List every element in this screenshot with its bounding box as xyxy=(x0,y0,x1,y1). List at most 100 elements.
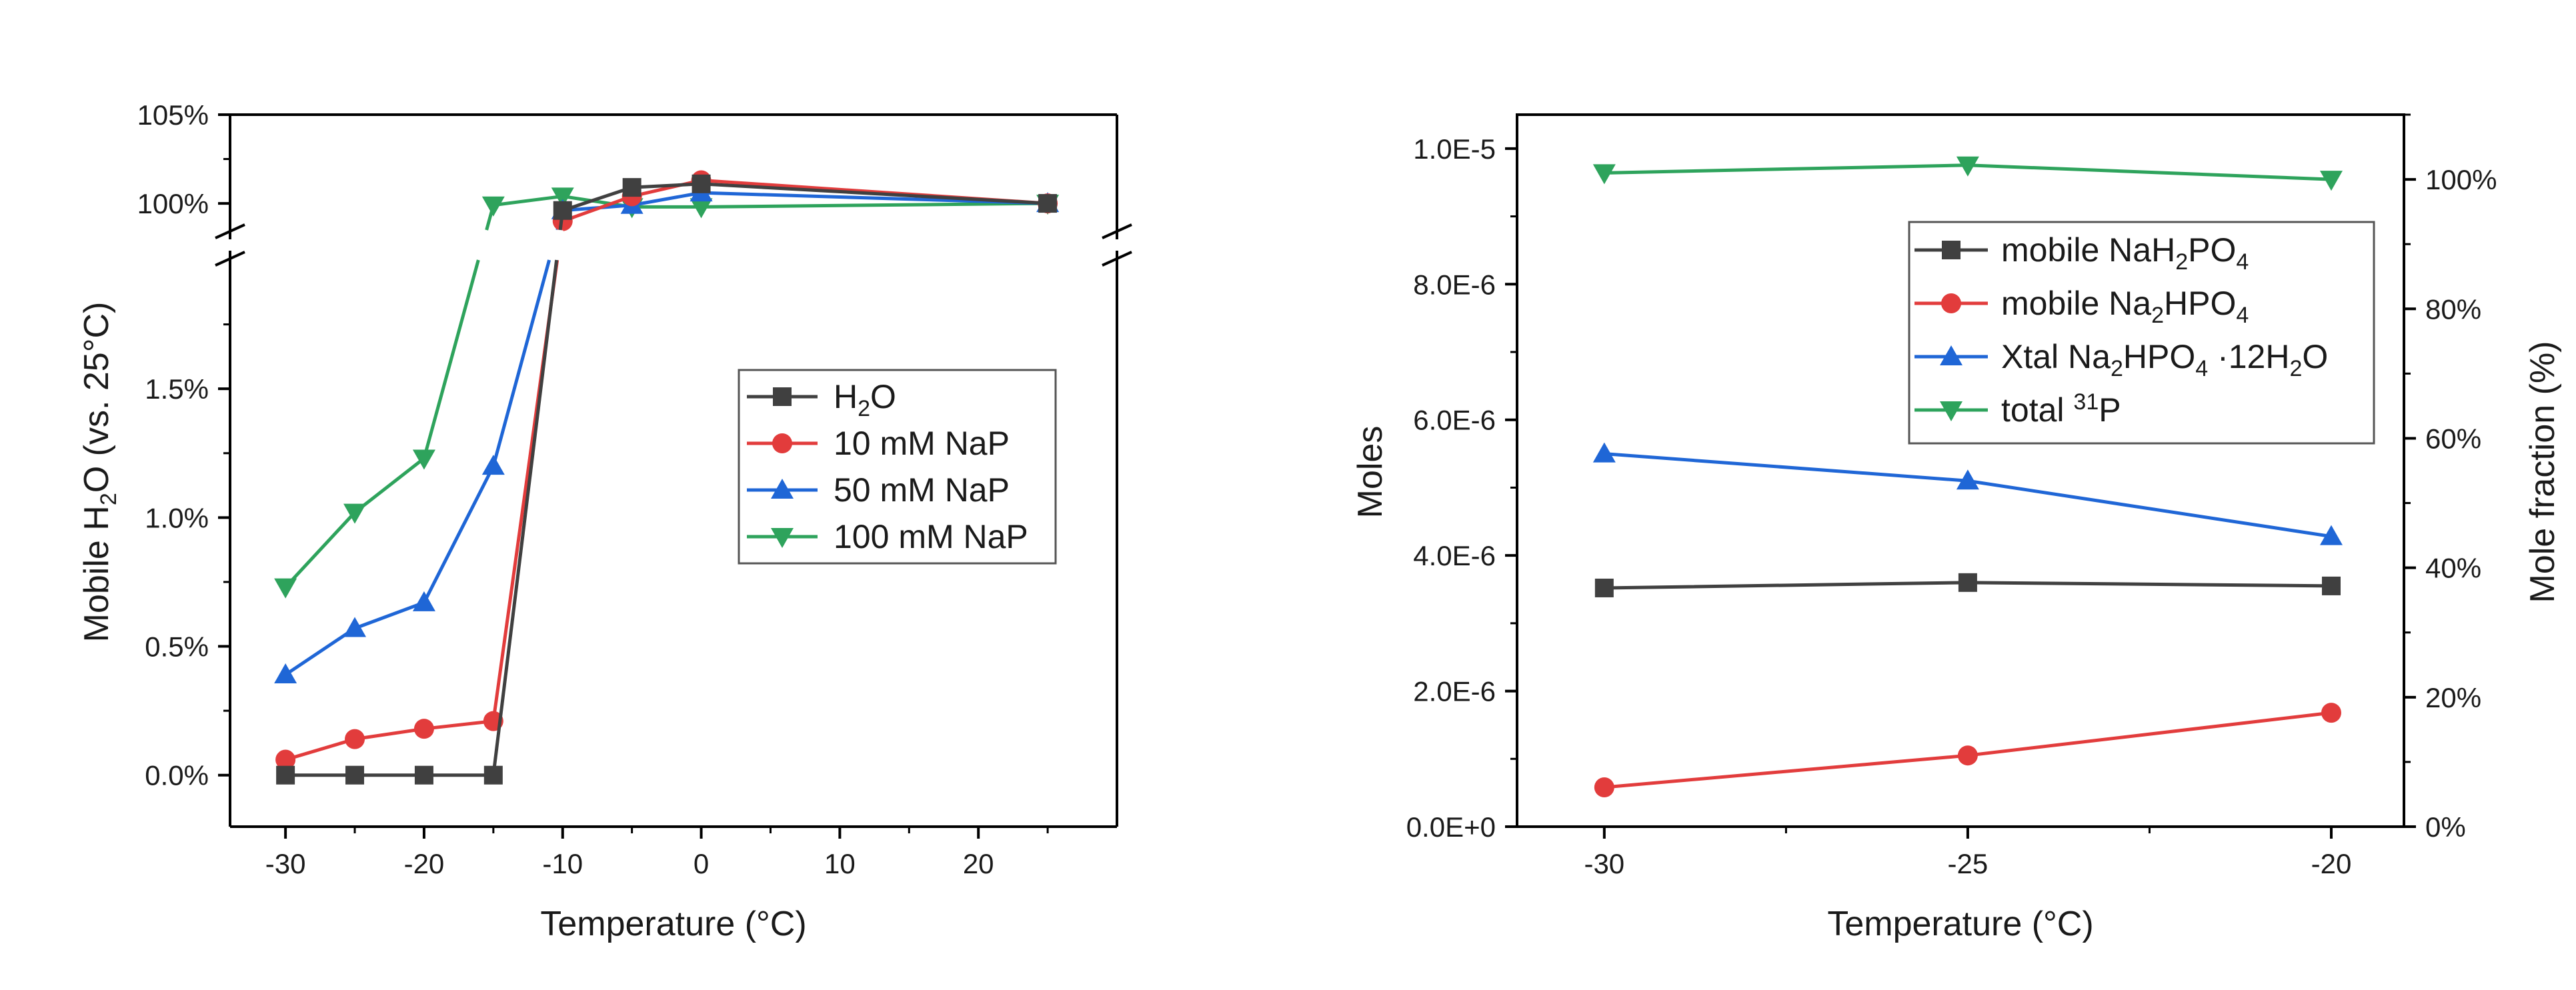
legend-label-part: mobile NaH xyxy=(2001,231,2175,269)
y-axis-label: Moles xyxy=(1351,426,1390,519)
y2-tick-label: 80% xyxy=(2425,293,2481,325)
series-line-segment xyxy=(354,727,425,741)
series-line-segment xyxy=(354,601,425,630)
legend-marker xyxy=(1940,345,1963,365)
series-xtal-na2hpo4-12h2o xyxy=(1592,442,2343,545)
axis-break-mark xyxy=(215,223,245,239)
y-tick-label: 1.0E-5 xyxy=(1413,133,1496,165)
legend-label-part: O xyxy=(870,378,896,415)
y-tick-label: 105% xyxy=(137,99,209,131)
legend-label: Xtal Na2HPO4 ·12H2O xyxy=(2001,338,2328,381)
legend-label: 10 mM NaP xyxy=(834,425,1010,462)
x-tick-label: -30 xyxy=(1584,848,1624,879)
legend-label-part: 100 mM NaP xyxy=(834,518,1028,555)
legend-label-part: 2 xyxy=(2111,356,2123,381)
axis-break-gap xyxy=(546,229,561,261)
series-mobile-na2hpo4 xyxy=(1594,703,2341,798)
legend-label-part: 10 mM NaP xyxy=(834,425,1010,462)
legend-marker xyxy=(1941,293,1961,313)
legend-label-part: O xyxy=(2302,338,2328,375)
legend-label-part: ·12H xyxy=(2208,338,2289,375)
series-line-segment xyxy=(423,719,494,731)
legend-marker xyxy=(772,433,792,453)
x-tick-label: -20 xyxy=(404,848,445,879)
data-point-total-31p xyxy=(2319,171,2343,191)
y-axis-label-group: Mobile H2O (vs. 25°C) xyxy=(77,302,121,643)
series-line-segment xyxy=(285,737,355,761)
y-tick-label: 0.5% xyxy=(145,631,209,663)
data-point-h2o xyxy=(692,174,711,193)
data-point-100-mm-nap xyxy=(481,196,505,217)
legend-label: mobile Na2HPO4 xyxy=(2001,285,2249,328)
x-axis-label: Temperature (°C) xyxy=(1827,905,2093,943)
legend-label-part: 31 xyxy=(2073,389,2099,415)
series-total-31p xyxy=(1592,156,2343,191)
y2-axis-label: Mole fraction (%) xyxy=(2523,341,2562,603)
data-point-50-mm-nap xyxy=(274,663,297,684)
legend-label-part: 2 xyxy=(2175,249,2188,275)
data-point-50-mm-nap xyxy=(481,455,505,475)
data-point-mobile-nah2po4 xyxy=(1594,578,1614,597)
data-point-10-mm-nap xyxy=(413,719,434,739)
series-line-segment xyxy=(701,182,1048,205)
series-mobile-nah2po4 xyxy=(1594,573,2341,597)
data-point-100-mm-nap xyxy=(551,187,574,208)
data-point-10-mm-nap xyxy=(345,729,365,749)
legend-label-part: mobile Na xyxy=(2001,285,2151,322)
right-chart-panel: -30 -25 -20 0.0E+0 2.0E-6 4.0E-6 6.0E-6 8.0E-6 1… xyxy=(1351,113,2562,943)
x-axis-label: Temperature (°C) xyxy=(540,905,806,943)
data-point-total-31p xyxy=(1956,156,1979,177)
y-tick-label: 0.0% xyxy=(145,760,209,791)
series-line-segment xyxy=(631,191,702,207)
data-point-h2o xyxy=(553,201,572,220)
series-line-segment xyxy=(561,195,633,223)
legend-label-part: 4 xyxy=(2195,356,2208,381)
series-line-segment xyxy=(631,182,702,189)
y-tick-label: 8.0E-6 xyxy=(1413,269,1496,300)
x-tick-label: 20 xyxy=(963,848,994,879)
series-h2o xyxy=(276,174,1058,785)
y2-tick-label: 60% xyxy=(2425,423,2481,454)
legend-label-part: P xyxy=(2099,391,2121,429)
legend-marker xyxy=(1940,401,1963,421)
legend-label-part: 4 xyxy=(2236,303,2249,328)
legend-marker xyxy=(771,528,794,548)
left-chart-panel: -30 -20 -10 0 10 20 0.0% 0.5% 1.0% 1.5% 100% 105% Te… xyxy=(77,99,1132,943)
legend-label-part: Xtal Na xyxy=(2001,338,2111,375)
y-tick-label: 0.0E+0 xyxy=(1406,811,1496,843)
x-tick-label: 0 xyxy=(694,848,709,879)
series-line-segment xyxy=(353,457,425,514)
data-point-10-mm-nap xyxy=(275,749,296,770)
series-line-segment xyxy=(701,201,1048,209)
axis-break-gap xyxy=(553,229,563,261)
legend-marker xyxy=(773,387,792,406)
data-point-50-mm-nap xyxy=(412,591,435,611)
y-tick-label: 1.0% xyxy=(145,502,209,533)
y2-tick-label: 0% xyxy=(2425,811,2466,843)
series-line-segment xyxy=(422,465,495,603)
axis-break-mark xyxy=(1102,223,1132,239)
data-point-100-mm-nap xyxy=(412,449,435,470)
data-point-h2o xyxy=(414,765,433,785)
legend-label: H2O xyxy=(834,378,896,421)
legend-label-part: total xyxy=(2001,391,2073,429)
x-tick-label: 10 xyxy=(824,848,856,879)
data-point-100-mm-nap xyxy=(343,503,367,524)
data-point-h2o xyxy=(483,765,503,785)
y-axis-label-part: O (vs. 25°C) xyxy=(77,302,116,493)
y-tick-label: 2.0E-6 xyxy=(1413,676,1496,707)
legend-label-part: HPO xyxy=(2164,285,2236,322)
x-tick-label: -25 xyxy=(1948,848,1989,879)
data-point-xtal-na2hpo4-12h2o xyxy=(2319,525,2343,545)
legend-marker xyxy=(771,479,794,499)
y2-tick-label: 40% xyxy=(2425,553,2481,584)
legend-label-part: PO xyxy=(2188,231,2236,269)
x-tick-label: -10 xyxy=(542,848,583,879)
legend-label: 50 mM NaP xyxy=(834,471,1010,509)
x-tick-label: -30 xyxy=(265,848,306,879)
legend-label-part: 50 mM NaP xyxy=(834,471,1010,509)
y-tick-label: 100% xyxy=(137,188,209,219)
legend-label-part: 2 xyxy=(2289,356,2302,381)
legend-label-part: 2 xyxy=(858,396,870,421)
